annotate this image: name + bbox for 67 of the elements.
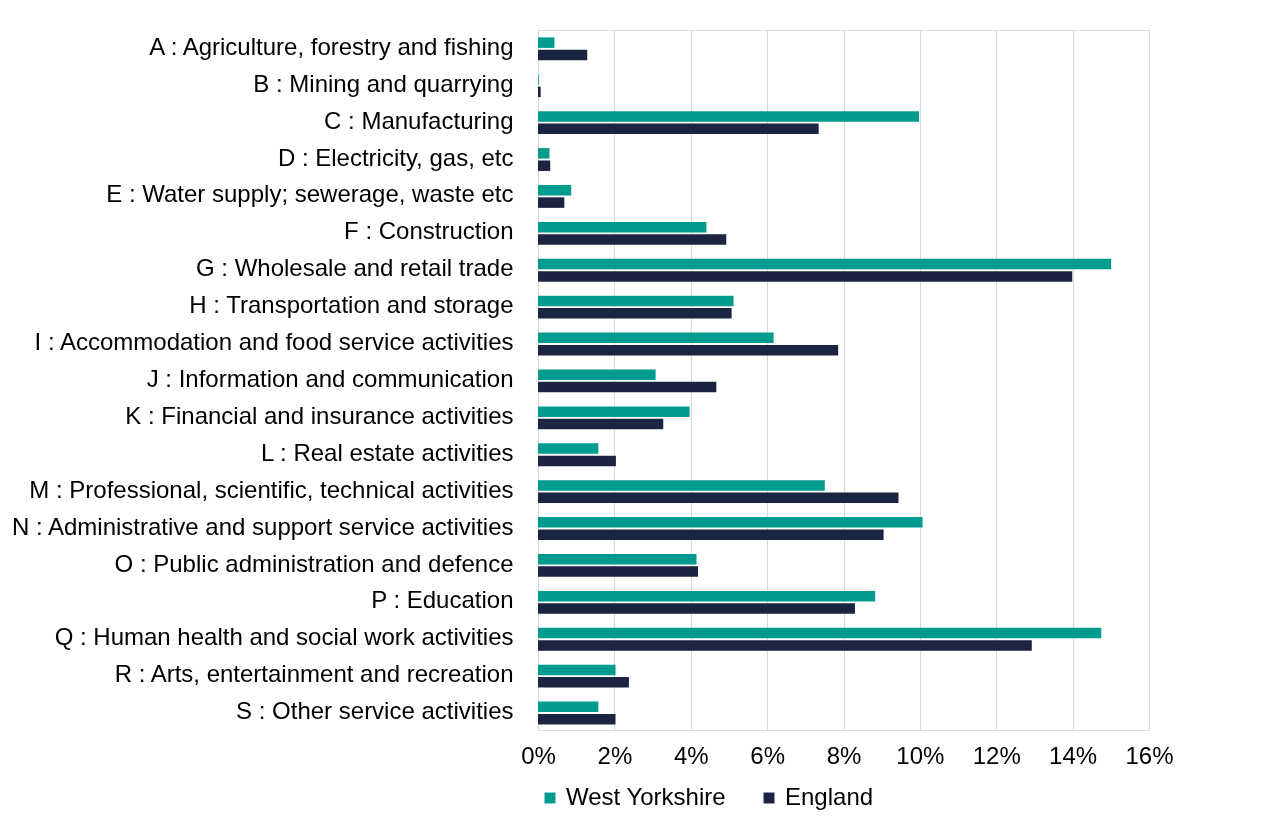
bar — [538, 455, 616, 467]
y-tick-label: M : Professional, scientific, technical activities — [29, 475, 514, 503]
bar — [538, 258, 1112, 270]
x-tick-label: 0% — [521, 741, 556, 769]
bar — [538, 197, 565, 208]
bar — [538, 664, 616, 676]
bar — [538, 713, 616, 725]
y-tick-label: B : Mining and quarrying — [253, 69, 514, 97]
y-tick-label: E : Water supply; sewerage, waste etc — [106, 180, 514, 208]
y-tick-label: H : Transportation and storage — [189, 291, 514, 319]
y-tick-label: S : Other service activities — [236, 697, 514, 725]
y-tick-label: Q : Human health and social work activities — [54, 623, 514, 651]
bar — [538, 566, 699, 577]
y-tick-label: I : Accommodation and food service activities — [34, 328, 514, 356]
x-tick-label: 2% — [597, 741, 633, 769]
y-tick-label: P : Education — [371, 586, 514, 614]
legend-label: England — [785, 783, 874, 810]
y-tick-label: F : Construction — [344, 217, 514, 245]
bar — [538, 406, 690, 417]
bar — [538, 271, 1073, 282]
bar — [538, 86, 541, 98]
bar — [538, 37, 555, 48]
bar — [538, 677, 629, 688]
x-tick-label: 6% — [750, 741, 785, 769]
bar — [538, 295, 734, 307]
bar — [538, 49, 588, 61]
y-tick-label: A : Agriculture, forestry and fishing — [149, 32, 514, 60]
bar — [538, 529, 884, 540]
bar — [538, 553, 697, 565]
x-tick-label: 10% — [896, 741, 945, 769]
legend-label: West Yorkshire — [566, 783, 726, 810]
bar — [538, 123, 819, 135]
y-tick-label: R : Arts, entertainment and recreation — [114, 660, 514, 688]
bar — [538, 480, 825, 491]
x-tick-label: 16% — [1125, 741, 1174, 769]
y-tick-label: G : Wholesale and retail trade — [196, 254, 514, 282]
bar — [538, 148, 550, 159]
bar — [538, 701, 599, 713]
y-tick-label: K : Financial and insurance activities — [125, 401, 514, 429]
bar — [538, 627, 1102, 639]
y-tick-label: J : Information and communication — [146, 365, 514, 392]
bar — [538, 517, 923, 528]
bar — [538, 221, 707, 233]
bar — [538, 418, 664, 430]
x-tick-label: 8% — [826, 741, 862, 769]
y-tick-label: N : Administrative and support service activities — [11, 512, 514, 540]
x-tick-label: 14% — [1049, 741, 1098, 769]
bar — [538, 603, 855, 614]
y-tick-label: L : Real estate activities — [260, 438, 514, 466]
bar — [538, 234, 727, 245]
bar — [538, 332, 774, 344]
y-tick-label: D : Electricity, gas, etc — [277, 143, 514, 171]
bar — [538, 381, 717, 393]
bar — [538, 111, 920, 122]
bar — [538, 344, 839, 356]
bar — [538, 492, 899, 504]
bar — [538, 590, 876, 602]
bar — [538, 443, 599, 454]
y-tick-label: C : Manufacturing — [324, 106, 514, 134]
y-tick-label: O : Public administration and defence — [114, 549, 514, 577]
x-tick-label: 4% — [673, 741, 709, 769]
x-tick-label: 12% — [972, 741, 1021, 769]
bar — [538, 640, 1032, 651]
bar — [538, 369, 656, 380]
bar — [538, 160, 551, 171]
bar — [538, 184, 572, 196]
bar — [538, 308, 732, 319]
